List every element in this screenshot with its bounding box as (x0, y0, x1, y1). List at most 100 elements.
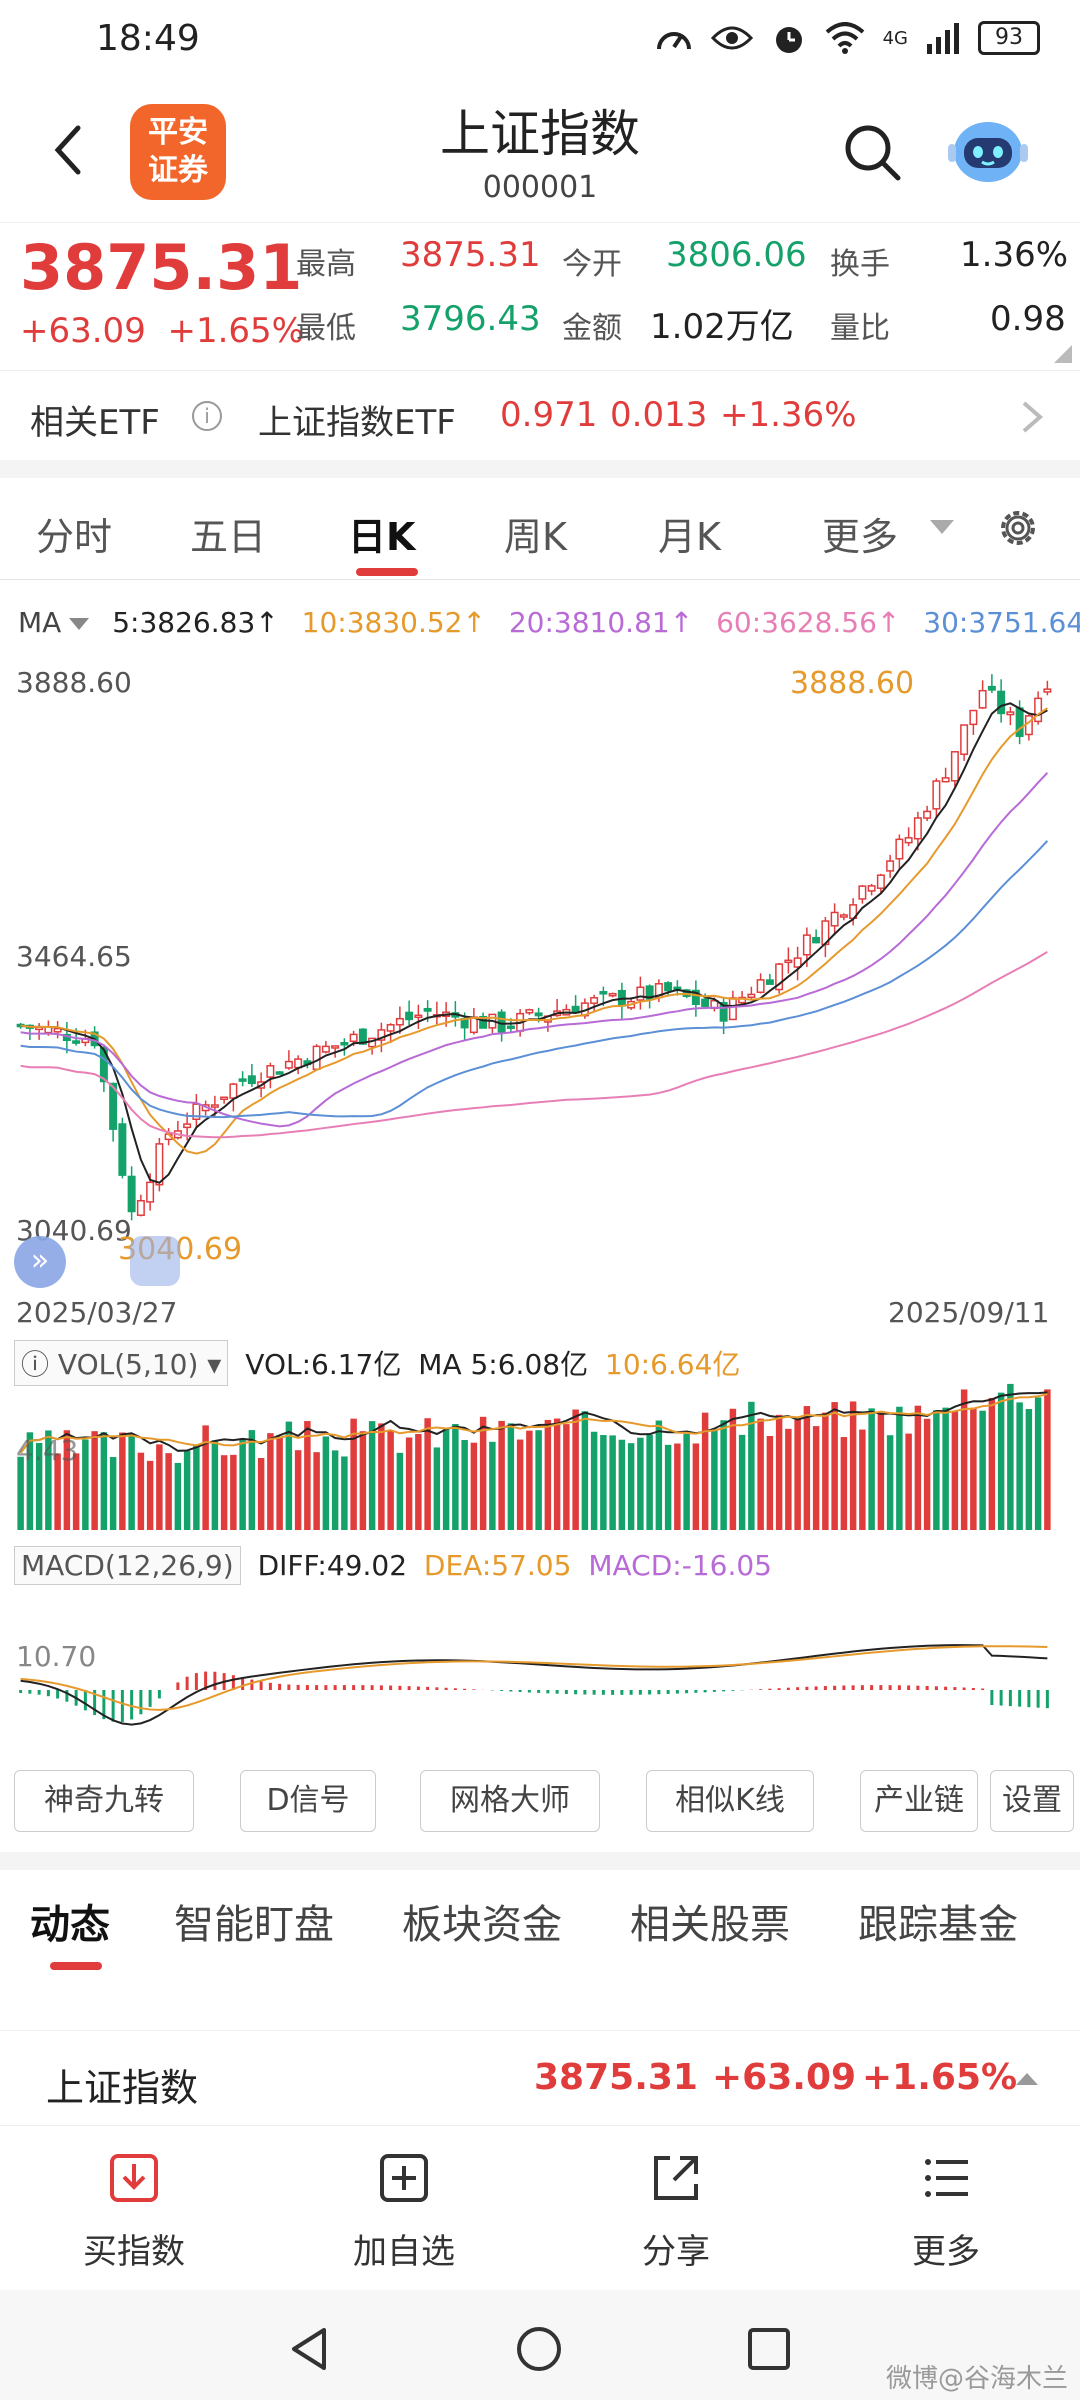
candle (812, 936, 821, 944)
header: 平安 证券 上证指数 000001 (0, 90, 1080, 220)
tool-magic-nine[interactable]: 神奇九转 (14, 1770, 194, 1832)
vol-indicator-selector[interactable]: ⓘ VOL(5,10) ▾ (14, 1340, 229, 1386)
gear-icon[interactable] (994, 504, 1042, 552)
tool-similar-k[interactable]: 相似K线 (646, 1770, 814, 1832)
tab-daily-k[interactable]: 日K (348, 515, 416, 559)
date-end: 2025/09/11 (888, 1296, 1050, 1329)
volume-bar (822, 1412, 829, 1530)
more-button[interactable]: 更多 (846, 2150, 1046, 2273)
volume-bar (137, 1452, 145, 1530)
volume-bar (415, 1433, 422, 1530)
volume-bar (877, 1412, 885, 1530)
volume-bar (285, 1421, 293, 1530)
ma60-value: 60:3628.56↑ (716, 606, 901, 639)
expand-corner-icon[interactable] (1050, 345, 1072, 363)
macd-chart[interactable] (0, 1590, 1080, 1750)
back-arrow-icon[interactable] (40, 120, 100, 180)
volume-bar (905, 1433, 912, 1530)
tab-smart-watch[interactable]: 智能盯盘 (174, 1902, 334, 1948)
candle (358, 1028, 367, 1045)
candle (775, 963, 784, 991)
nav-back-icon[interactable] (284, 2324, 334, 2374)
candle (756, 979, 765, 993)
share-button[interactable]: 分享 (576, 2150, 776, 2273)
volume-bar (738, 1434, 746, 1530)
add-watchlist-button[interactable]: 加自选 (304, 2150, 504, 2273)
tab-five-day[interactable]: 五日 (190, 515, 267, 559)
amount-label: 金额 (562, 311, 622, 346)
volume-bar (683, 1433, 690, 1530)
candle (321, 1045, 330, 1053)
candle (747, 993, 756, 998)
candle (210, 1104, 219, 1108)
volume-bar (387, 1430, 394, 1530)
candle (109, 1082, 118, 1130)
quote-panel: 3875.31 +63.09 +1.65% 最高 3875.31 今开 3806… (0, 222, 1080, 363)
vol-legend[interactable]: ⓘ VOL(5,10) ▾ VOL:6.17亿 MA 5:6.08亿 10:6.… (14, 1340, 740, 1386)
ai-assistant-robot-icon[interactable] (946, 108, 1030, 192)
macd-legend[interactable]: MACD(12,26,9) DIFF:49.02 DEA:57.05 MACD:… (14, 1546, 772, 1585)
tab-more[interactable]: 更多 (822, 515, 899, 559)
broker-logo[interactable]: 平安 证券 (130, 104, 226, 200)
candle (53, 1027, 62, 1033)
candle (1024, 715, 1033, 736)
ticker-bar[interactable]: 上证指数 3875.31 +63.09 +1.65% (0, 2030, 1080, 2126)
search-icon[interactable] (840, 120, 904, 184)
tool-industry-chain[interactable]: 产业链 (860, 1770, 978, 1832)
chevron-down-icon[interactable] (930, 520, 954, 534)
tab-weekly-k[interactable]: 周K (504, 515, 567, 559)
ma5-value: 5:3826.83↑ (112, 606, 279, 639)
macd-diff: DIFF:49.02 (257, 1549, 408, 1582)
tool-d-signal[interactable]: D信号 (240, 1770, 376, 1832)
related-etf-row[interactable]: 相关ETF i 上证指数ETF 0.971 0.013 +1.36% (0, 370, 1080, 460)
y-axis-top: 3888.60 (16, 666, 132, 699)
etf-change-pct: +1.36% (720, 395, 857, 435)
chevron-down-icon[interactable] (69, 618, 90, 630)
nav-recents-icon[interactable] (744, 2324, 794, 2374)
volume-bar (146, 1460, 154, 1530)
chevron-right-icon[interactable] (1016, 399, 1046, 435)
candlestick-chart[interactable] (0, 650, 1080, 1290)
etf-price: 0.971 (500, 395, 598, 435)
volume-bar (424, 1418, 431, 1530)
nav-home-icon[interactable] (514, 2324, 564, 2374)
tab-tracking-funds[interactable]: 跟踪基金 (858, 1902, 1018, 1948)
volume-bar (63, 1430, 71, 1530)
share-icon (654, 2156, 698, 2200)
candle (395, 1017, 404, 1026)
caret-up-icon[interactable] (1016, 2073, 1038, 2085)
volume-bar (1044, 1389, 1051, 1530)
buy-index-button[interactable]: 买指数 (34, 2150, 234, 2273)
tab-news[interactable]: 动态 (30, 1902, 110, 1948)
info-icon[interactable]: i (192, 401, 222, 431)
volume-bar (979, 1410, 986, 1530)
candle (793, 957, 802, 968)
candle (1006, 711, 1015, 716)
tab-sector-funds[interactable]: 板块资金 (402, 1902, 562, 1948)
ma10-value: 10:3830.52↑ (301, 606, 486, 639)
candle (960, 724, 969, 755)
speed-icon (656, 32, 691, 50)
zoom-handle[interactable] (130, 1236, 180, 1286)
section-divider (0, 1852, 1080, 1870)
tool-settings[interactable]: 设置 (990, 1770, 1074, 1832)
ma-legend[interactable]: MA 5:3826.83↑ 10:3830.52↑ 20:3810.81↑ 60… (18, 606, 1080, 639)
volume-bar (183, 1451, 191, 1530)
volume-chart[interactable] (0, 1380, 1080, 1540)
candle (312, 1045, 321, 1071)
macd-indicator-selector[interactable]: MACD(12,26,9) (14, 1546, 241, 1585)
candle (229, 1083, 238, 1099)
tab-monthly-k[interactable]: 月K (658, 515, 721, 559)
double-chevron-left-icon[interactable]: » (14, 1236, 66, 1288)
volume-bar (304, 1421, 311, 1530)
candle (127, 1175, 136, 1213)
tab-intraday[interactable]: 分时 (36, 515, 113, 559)
volume-bar (442, 1429, 450, 1530)
candle (728, 997, 737, 1021)
network-type: 4G (882, 27, 908, 49)
etf-name: 上证指数ETF (258, 403, 456, 443)
tool-grid-master[interactable]: 网格大师 (420, 1770, 600, 1832)
dea-line (20, 1645, 1048, 1711)
tab-related-stocks[interactable]: 相关股票 (630, 1902, 790, 1948)
volume-bar (544, 1419, 552, 1530)
